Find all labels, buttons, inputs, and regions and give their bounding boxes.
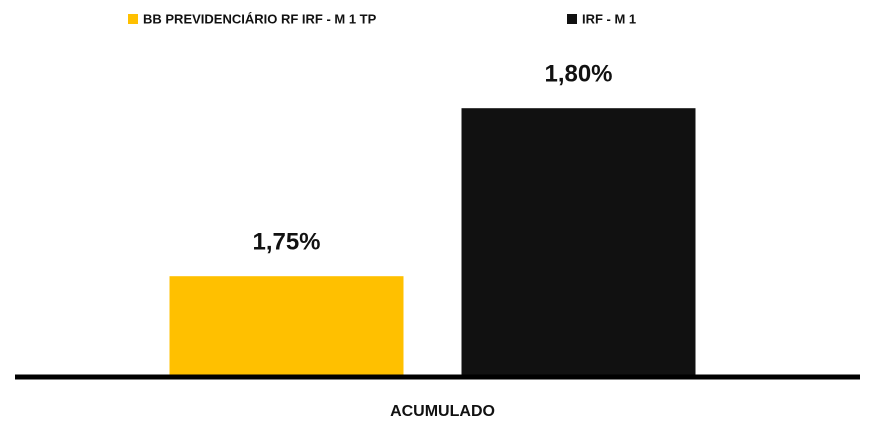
legend-swatch: [567, 14, 577, 24]
data-label: 1,80%: [544, 61, 612, 88]
bar: [461, 108, 696, 377]
legend-label: IRF - M 1: [582, 11, 636, 26]
legend-swatch: [128, 14, 138, 24]
legend-label: BB PREVIDENCIÁRIO RF IRF - M 1 TP: [143, 11, 377, 26]
bar: [169, 276, 404, 377]
x-tick-label: ACUMULADO: [390, 403, 495, 420]
data-label: 1,75%: [252, 229, 320, 256]
